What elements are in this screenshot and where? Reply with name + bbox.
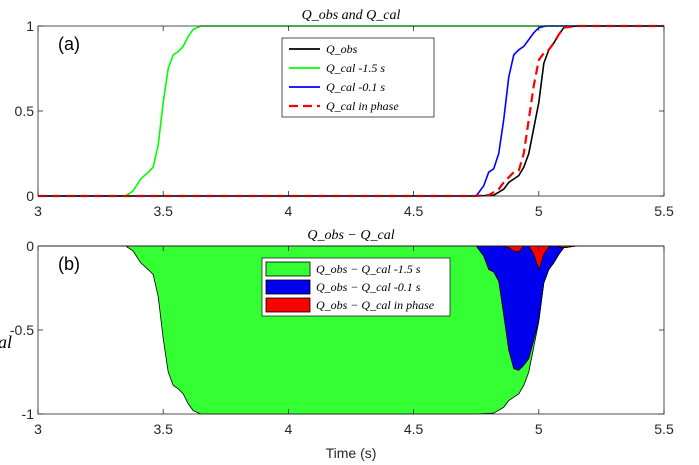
panel-b-ticks: 3 3.5 4 4.5 5 5.5 -1 -0.5 0 — [10, 238, 674, 437]
panel-a-legend-label: Q_cal in phase — [326, 99, 399, 113]
x-tick-label: 3 — [34, 203, 42, 219]
x-tick-label: 4.5 — [404, 421, 424, 437]
y-tick-label: -0.5 — [10, 322, 34, 338]
panel-b: 3 3.5 4 4.5 5 5.5 -1 -0.5 0 Q_obs − Q_cal (b) Ti… — [0, 228, 674, 461]
panel-a-legend-label: Q_cal -1.5 s — [326, 61, 385, 75]
panel-a-ticks: 3 3.5 4 4.5 5 5.5 0 0.5 1 — [15, 18, 674, 219]
x-tick-label: 4.5 — [404, 203, 424, 219]
panel-a-plot-area — [38, 24, 664, 198]
y-tick-label: 0 — [26, 238, 34, 254]
x-tick-label: 3 — [34, 421, 42, 437]
panel-a-series-line-3 — [38, 24, 664, 198]
panel-b-title: Q_obs − Q_cal — [307, 228, 394, 243]
panel-b-legend-label: Q_obs − Q_cal -1.5 s — [316, 262, 421, 276]
panel-a-legend-label: Q_cal -0.1 s — [326, 80, 385, 94]
panel-b-x-axis-label: Time (s) — [326, 445, 377, 461]
x-tick-label: 5 — [535, 203, 543, 219]
panel-a-legend: Q_obs Q_cal -1.5 s Q_cal -0.1 s Q_cal in ph… — [281, 37, 435, 118]
panel-a-title: Q_obs and Q_cal — [302, 8, 401, 23]
panel-b-legend: Q_obs − Q_cal -1.5 s Q_obs − Q_cal -0.1 s… — [261, 257, 451, 317]
panel-b-legend-swatch — [265, 297, 311, 313]
x-tick-label: 4 — [285, 203, 293, 219]
panel-a-series-line-1 — [38, 25, 664, 197]
panel-b-plot-area — [38, 245, 664, 415]
panel-b-y-axis-label: al — [0, 332, 12, 352]
y-tick-label: -1 — [22, 406, 35, 422]
y-tick-label: 0 — [26, 188, 34, 204]
x-tick-label: 5.5 — [654, 203, 674, 219]
panel-a-series-line-2 — [38, 25, 664, 197]
panel-a-label: (a) — [58, 34, 80, 54]
panel-b-series-area-1 — [38, 245, 664, 371]
x-tick-label: 3.5 — [153, 203, 173, 219]
x-tick-label: 5.5 — [654, 421, 674, 437]
panel-b-legend-swatch — [265, 279, 311, 295]
x-tick-label: 4 — [285, 421, 293, 437]
y-tick-label: 0.5 — [15, 103, 35, 119]
panel-b-legend-swatch — [265, 261, 311, 277]
panel-b-label: (b) — [58, 254, 80, 274]
panel-b-legend-label: Q_obs − Q_cal in phase — [316, 298, 435, 312]
panel-a-legend-box — [281, 37, 435, 118]
panel-a: 3 3.5 4 4.5 5 5.5 0 0.5 1 Q_obs and Q_cal (a) Q_… — [15, 8, 674, 219]
panel-b-series-area-2 — [38, 245, 664, 271]
x-tick-label: 5 — [535, 421, 543, 437]
x-tick-label: 3.5 — [153, 421, 173, 437]
y-tick-label: 1 — [26, 18, 34, 34]
panel-a-legend-label: Q_obs — [326, 42, 358, 56]
panel-b-legend-label: Q_obs − Q_cal -0.1 s — [316, 280, 421, 294]
